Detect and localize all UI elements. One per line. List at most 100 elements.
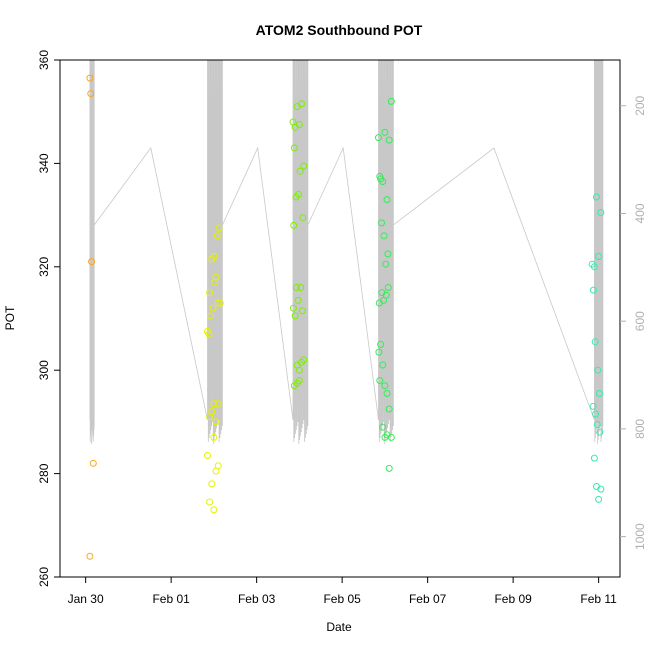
data-point bbox=[379, 361, 387, 369]
data-point bbox=[209, 304, 217, 312]
data-point bbox=[590, 286, 597, 294]
series-0 bbox=[86, 74, 97, 560]
data-point bbox=[211, 278, 219, 286]
data-point bbox=[213, 232, 221, 240]
data-point bbox=[208, 480, 216, 488]
data-point bbox=[379, 178, 387, 185]
data-point bbox=[382, 260, 390, 268]
points-layer bbox=[86, 74, 605, 560]
series-4 bbox=[588, 193, 605, 503]
x-tick-label: Feb 01 bbox=[152, 592, 190, 606]
data-point bbox=[294, 296, 302, 304]
depth-trace-layer bbox=[89, 59, 604, 445]
y2-tick-label: 400 bbox=[633, 203, 647, 223]
data-point bbox=[595, 253, 603, 260]
data-point bbox=[216, 299, 224, 307]
data-point bbox=[86, 74, 94, 82]
data-point bbox=[375, 348, 383, 356]
y-tick-label: 260 bbox=[37, 567, 51, 587]
y2-tick-label: 1000 bbox=[633, 523, 647, 550]
data-point bbox=[387, 433, 395, 441]
series-1 bbox=[204, 224, 224, 514]
data-point bbox=[295, 190, 302, 198]
data-point bbox=[589, 402, 597, 410]
data-point bbox=[385, 405, 393, 413]
data-point bbox=[297, 284, 305, 291]
y-tick-label: 320 bbox=[37, 256, 51, 276]
data-point bbox=[290, 221, 298, 229]
data-point bbox=[289, 304, 297, 312]
data-point bbox=[590, 454, 598, 462]
data-point bbox=[207, 312, 214, 320]
x-tick-label: Feb 11 bbox=[580, 592, 617, 606]
depth-trace bbox=[89, 59, 604, 445]
data-point bbox=[291, 312, 299, 320]
data-point bbox=[295, 121, 303, 129]
data-point bbox=[592, 410, 600, 418]
data-point bbox=[300, 356, 308, 364]
y-tick-label: 340 bbox=[37, 153, 51, 173]
data-point bbox=[295, 377, 303, 384]
data-point bbox=[88, 258, 96, 266]
data-point bbox=[215, 224, 223, 232]
data-point bbox=[210, 506, 218, 514]
data-point bbox=[210, 253, 218, 260]
data-point bbox=[290, 144, 298, 152]
data-point bbox=[205, 330, 213, 338]
x-tick-label: Jan 30 bbox=[68, 592, 104, 606]
data-point bbox=[387, 97, 395, 105]
data-point bbox=[375, 134, 382, 142]
data-point bbox=[212, 467, 220, 475]
data-point bbox=[206, 413, 214, 421]
data-point bbox=[86, 552, 94, 560]
data-point bbox=[383, 390, 391, 397]
data-point bbox=[292, 284, 300, 291]
data-point bbox=[385, 136, 393, 144]
data-point bbox=[385, 464, 393, 472]
data-point bbox=[214, 299, 222, 307]
data-point bbox=[595, 495, 603, 503]
y2-tick-label: 800 bbox=[633, 419, 647, 439]
data-point bbox=[212, 273, 220, 281]
y-tick-label: 280 bbox=[37, 463, 51, 483]
data-point bbox=[593, 193, 600, 201]
data-point bbox=[591, 338, 599, 346]
y-axis: 260 280 300 320 340 360 bbox=[37, 50, 60, 587]
data-point bbox=[594, 366, 602, 374]
x-axis: Jan 30 Feb 01 Feb 03 Feb 05 Feb 07 Feb 09 Feb … bbox=[68, 577, 617, 606]
data-point bbox=[210, 400, 218, 408]
data-point bbox=[380, 232, 388, 240]
data-point bbox=[384, 284, 392, 291]
data-point bbox=[298, 100, 305, 108]
data-point bbox=[206, 498, 214, 506]
data-point bbox=[596, 428, 604, 436]
series-2 bbox=[289, 100, 308, 390]
plot-frame bbox=[59, 59, 621, 578]
data-point bbox=[296, 167, 304, 175]
data-point bbox=[298, 307, 306, 315]
data-point bbox=[214, 400, 222, 408]
data-point bbox=[384, 250, 392, 258]
y2-axis: 200 400 600 800 1000 bbox=[620, 95, 647, 550]
data-point bbox=[87, 90, 95, 98]
x-tick-label: Feb 09 bbox=[494, 592, 532, 606]
x-axis-label: Date bbox=[326, 620, 352, 634]
data-point bbox=[299, 214, 307, 222]
data-point bbox=[590, 263, 598, 271]
x-tick-label: Feb 07 bbox=[409, 592, 447, 606]
data-point bbox=[378, 219, 385, 227]
y-tick-label: 300 bbox=[37, 360, 51, 380]
series-3 bbox=[375, 97, 395, 472]
data-point bbox=[295, 366, 303, 374]
y-axis-label: POT bbox=[3, 305, 17, 330]
y2-tick-label: 600 bbox=[633, 311, 647, 331]
data-point bbox=[379, 423, 387, 431]
data-point bbox=[212, 418, 220, 426]
data-point bbox=[204, 452, 211, 459]
data-point bbox=[376, 172, 384, 180]
y2-tick-label: 200 bbox=[633, 95, 647, 115]
chart-title: ATOM2 Southbound POT bbox=[256, 22, 423, 38]
data-point bbox=[381, 128, 389, 136]
data-point bbox=[381, 382, 389, 390]
